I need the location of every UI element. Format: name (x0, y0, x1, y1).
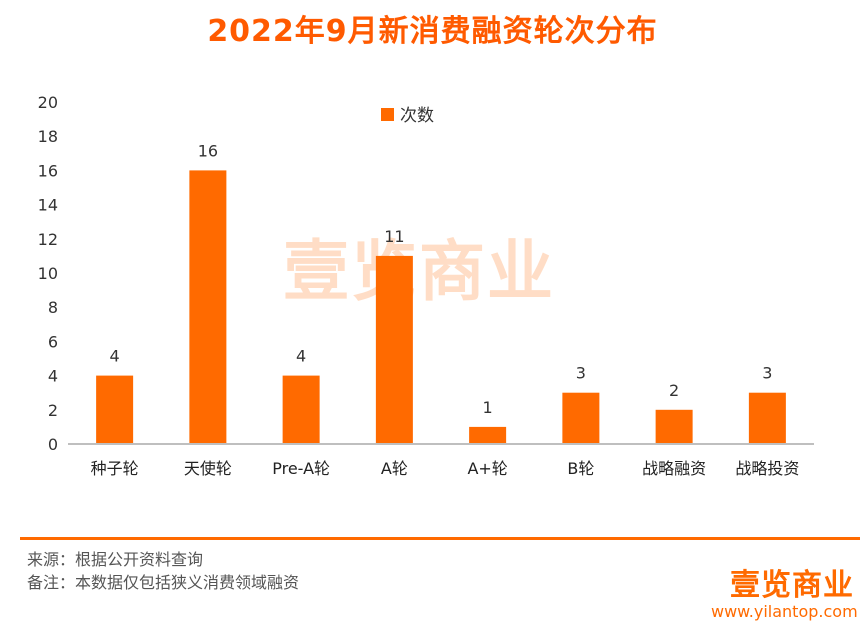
x-category-label: A+轮 (467, 459, 507, 478)
data-label: 4 (296, 347, 306, 366)
data-label: 3 (576, 364, 586, 383)
data-label: 2 (669, 381, 679, 400)
data-label: 4 (110, 347, 120, 366)
bar (282, 375, 320, 444)
x-category-label: B轮 (567, 459, 594, 478)
y-tick-label: 12 (38, 230, 58, 249)
legend: 次数 (381, 106, 434, 126)
source-note: 来源：根据公开资料查询 (27, 550, 204, 569)
watermark-logo: 壹览商业 (283, 233, 555, 310)
y-tick-label: 0 (48, 435, 58, 454)
brand-url: www.yilantop.com (711, 602, 858, 621)
y-tick-label: 18 (38, 127, 58, 146)
data-label: 1 (483, 398, 493, 417)
y-tick-label: 14 (38, 196, 58, 215)
data-label: 11 (384, 227, 404, 246)
y-tick-label: 16 (38, 161, 58, 180)
x-category-label: 战略投资 (735, 459, 799, 478)
y-tick-label: 10 (38, 264, 58, 283)
legend-label: 次数 (400, 106, 434, 126)
bar (655, 409, 693, 444)
x-category-label: Pre-A轮 (272, 459, 330, 478)
bar (96, 375, 134, 444)
bar (469, 426, 507, 444)
y-tick-label: 6 (48, 332, 58, 351)
brand-logo: 壹览商业 (730, 568, 854, 603)
bar (562, 392, 600, 444)
bar (748, 392, 786, 444)
y-axis-tick-labels: 0 2 4 6 8 10 12 14 16 18 20 (38, 93, 58, 454)
x-axis-category-labels: 种子轮 天使轮 Pre-A轮 A轮 A+轮 B轮 战略融资 战略投资 (91, 459, 800, 478)
y-tick-label: 20 (38, 93, 58, 112)
bars (96, 170, 786, 444)
bar (189, 170, 227, 444)
y-tick-label: 4 (48, 367, 58, 386)
data-label: 16 (198, 141, 218, 160)
bar (375, 255, 413, 444)
y-tick-label: 8 (48, 298, 58, 317)
y-tick-label: 2 (48, 401, 58, 420)
chart-title: 2022年9月新消费融资轮次分布 (207, 14, 658, 49)
x-category-label: A轮 (381, 459, 408, 478)
remark-note: 备注：本数据仅包括狭义消费领域融资 (27, 573, 300, 592)
footer-divider (20, 537, 860, 540)
x-category-label: 战略融资 (642, 459, 706, 478)
x-category-label: 天使轮 (184, 459, 232, 478)
data-label: 3 (762, 364, 772, 383)
x-category-label: 种子轮 (91, 459, 139, 478)
legend-swatch (381, 108, 394, 121)
